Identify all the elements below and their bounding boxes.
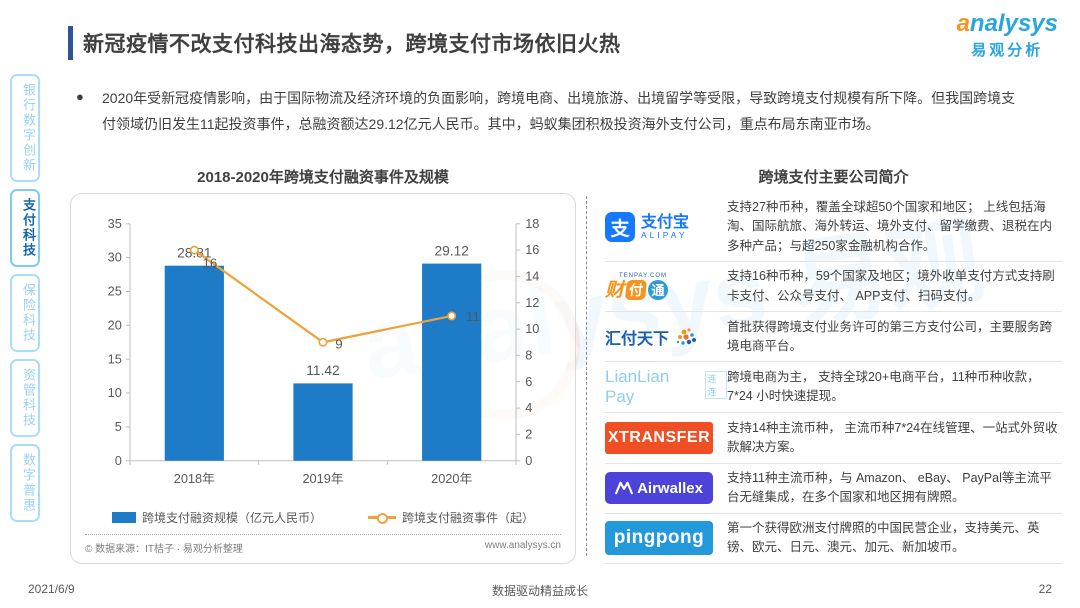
company-desc: 跨境电商为主， 支持全球20+电商平台，11种币种收款，7*24 小时快速提现。 — [727, 370, 1040, 404]
svg-text:29.12: 29.12 — [434, 243, 468, 258]
airwallex-peaks-icon — [615, 481, 633, 495]
svg-text:20: 20 — [108, 317, 122, 332]
svg-text:9: 9 — [335, 336, 342, 351]
company-row-tenpay: TENPAY.COM 财 付 通 支持16种币种，59个国家及地区；境外收单支付… — [605, 262, 1062, 313]
company-row-pingpong: pingpong 第一个获得欧洲支付牌照的中国民营企业，支持美元、英镑、欧元、日… — [605, 514, 1062, 564]
alipay-logo: 支 支付宝 ALIPAY — [605, 212, 690, 243]
footer-slogan: 数据驱动精益成长 — [491, 584, 588, 598]
column-divider — [586, 196, 587, 556]
footer: 2021/6/9 数据驱动精益成长 22 — [0, 582, 1080, 600]
companies-column: 跨境支付主要公司简介 支 支付宝 ALIPAY 支持27种币种，覆盖全球超50个… — [595, 166, 1062, 564]
page-number: 22 — [1038, 582, 1052, 596]
company-name-en: ALIPAY — [641, 230, 688, 241]
svg-text:14: 14 — [525, 269, 539, 284]
huifu-pinwheel-icon — [676, 328, 697, 345]
svg-text:2020年: 2020年 — [431, 471, 472, 486]
company-desc: 首批获得跨境支付业务许可的第三方支付公司，主要服务跨境电商平台。 — [727, 319, 1053, 353]
svg-text:10: 10 — [108, 385, 122, 400]
airwallex-logo: Airwallex — [605, 472, 713, 505]
main-content: 2018-2020年跨境支付融资事件及规模 0 5 10 15 20 25 30 35 0 2 4 6… — [70, 166, 1062, 564]
chart-legend: 跨境支付融资规模（亿元人民币） 跨境支付融资事件（起） — [83, 509, 563, 526]
legend-item-bars: 跨境支付融资规模（亿元人民币） — [111, 509, 322, 526]
company-desc: 支持27种币种，覆盖全球超50个国家和地区； 上线包括海淘、国际航旅、海外转运、… — [727, 200, 1053, 253]
svg-text:16: 16 — [525, 242, 539, 257]
sidebar-item-bank-digital[interactable]: 银行数字创新 — [10, 74, 40, 182]
company-row-lianlian: LianLian Pay 连连 跨境电商为主， 支持全球20+电商平台，11种币… — [605, 362, 1062, 414]
svg-text:11.42: 11.42 — [306, 363, 339, 378]
chart-card: 0510152025303502468101214161828.8111.422… — [70, 193, 576, 564]
company-desc: 支持14种主流币种， 主流币种7*24在线管理、一站式外贸收款解决方案。 — [727, 420, 1058, 455]
page-title: 新冠疫情不改支付科技出海态势，跨境支付市场依旧火热 — [83, 33, 621, 56]
sidebar-item-digital-inclusion[interactable]: 数字普惠 — [10, 444, 40, 522]
title-accent-bar — [68, 26, 73, 60]
svg-text:25: 25 — [108, 284, 122, 299]
summary-text: 2020年受新冠疫情影响，由于国际物流及经济环境的负面影响，跨境电商、出境旅游、… — [102, 90, 1016, 132]
company-row-xtransfer: XTRANSFER 支持14种主流币种， 主流币种7*24在线管理、一站式外贸收… — [605, 413, 1062, 464]
svg-text:18: 18 — [525, 216, 539, 231]
company-desc: 支持16种币种，59个国家及地区；境外收单支付方式支持刷卡支付、公众号支付、 A… — [727, 269, 1055, 303]
company-name: 支付宝 — [641, 213, 690, 231]
company-name: LianLian Pay — [605, 367, 670, 407]
header: 新冠疫情不改支付科技出海态势，跨境支付市场依旧火热 — [68, 26, 920, 60]
company-list: 支 支付宝 ALIPAY 支持27种币种，覆盖全球超50个国家和地区； 上线包括… — [605, 193, 1062, 564]
logo-brand-text: nalysys — [969, 10, 1058, 37]
companies-title: 跨境支付主要公司简介 — [758, 169, 909, 186]
bullet-marker: ● — [76, 89, 84, 104]
pingpong-logo: pingpong — [605, 521, 713, 556]
svg-text:11: 11 — [466, 309, 480, 324]
svg-text:12: 12 — [525, 295, 539, 310]
svg-text:30: 30 — [108, 250, 122, 265]
company-row-huifu: 汇付天下 首批获得跨境支付业务许可的第三方支付公司，主要服务跨境电商平台。 — [605, 312, 1062, 363]
sidebar: 银行数字创新支付科技保险科技资管科技数字普惠 — [8, 74, 42, 522]
combo-chart: 0510152025303502468101214161828.8111.422… — [83, 202, 563, 507]
data-source: © 数据来源：IT桔子 · 易观分析整理 — [85, 544, 243, 555]
alipay-icon: 支 — [605, 212, 635, 243]
lianlian-logo: LianLian Pay 连连 — [605, 367, 727, 407]
company-desc: 第一个获得欧洲支付牌照的中国民营企业，支持美元、英镑、欧元、日元、澳元、加元、新… — [727, 521, 1040, 555]
huifu-logo: 汇付天下 — [605, 325, 698, 349]
svg-text:6: 6 — [525, 374, 532, 389]
svg-text:15: 15 — [108, 351, 122, 366]
company-name: 汇付天下 — [605, 330, 670, 348]
svg-text:2018年: 2018年 — [174, 471, 215, 486]
website-link[interactable]: www.analysys.cn — [484, 540, 561, 551]
footer-date: 2021/6/9 — [28, 582, 75, 596]
logo-a-swirl: a — [956, 10, 970, 37]
svg-text:4: 4 — [525, 400, 532, 415]
company-row-alipay: 支 支付宝 ALIPAY 支持27种币种，覆盖全球超50个国家和地区； 上线包括… — [605, 193, 1062, 263]
svg-text:35: 35 — [108, 216, 122, 231]
xtransfer-logo: XTRANSFER — [605, 422, 713, 455]
card-separator — [85, 534, 561, 535]
svg-text:2: 2 — [525, 426, 532, 441]
svg-text:8: 8 — [525, 347, 532, 362]
chart-column: 2018-2020年跨境支付融资事件及规模 0 5 10 15 20 25 30 35 0 2 4 6… — [70, 166, 576, 564]
svg-text:0: 0 — [115, 453, 122, 468]
company-desc: 支持11种主流币种，与 Amazon、 eBay、 PayPal等主流平台无缝集… — [727, 470, 1052, 505]
sidebar-item-payment-tech[interactable]: 支付科技 — [10, 189, 40, 267]
legend-item-line: 跨境支付融资事件（起） — [368, 509, 534, 526]
company-row-airwallex: Airwallex 支持11种主流币种，与 Amazon、 eBay、 PayP… — [605, 464, 1062, 514]
chart-title: 2018-2020年跨境支付融资事件及规模 — [197, 169, 449, 186]
tenpay-logo: TENPAY.COM 财 付 通 — [605, 273, 669, 301]
sidebar-item-asset-tech[interactable]: 资管科技 — [10, 359, 40, 437]
summary-bullet: ● 2020年受新冠疫情影响，由于国际物流及经济环境的负面影响，跨境电商、出境旅… — [76, 86, 1020, 138]
svg-text:2019年: 2019年 — [302, 471, 343, 486]
svg-text:0: 0 — [525, 453, 532, 468]
sidebar-item-insurance-tech[interactable]: 保险科技 — [10, 274, 40, 352]
svg-text:16: 16 — [202, 255, 217, 270]
line-swatch-icon — [368, 513, 396, 524]
analysys-logo: analysys 易观分析 — [957, 12, 1058, 60]
logo-brand-cn: 易观分析 — [971, 42, 1044, 59]
svg-text:10: 10 — [525, 321, 539, 336]
svg-text:5: 5 — [115, 419, 122, 434]
bar-swatch-icon — [111, 512, 136, 523]
